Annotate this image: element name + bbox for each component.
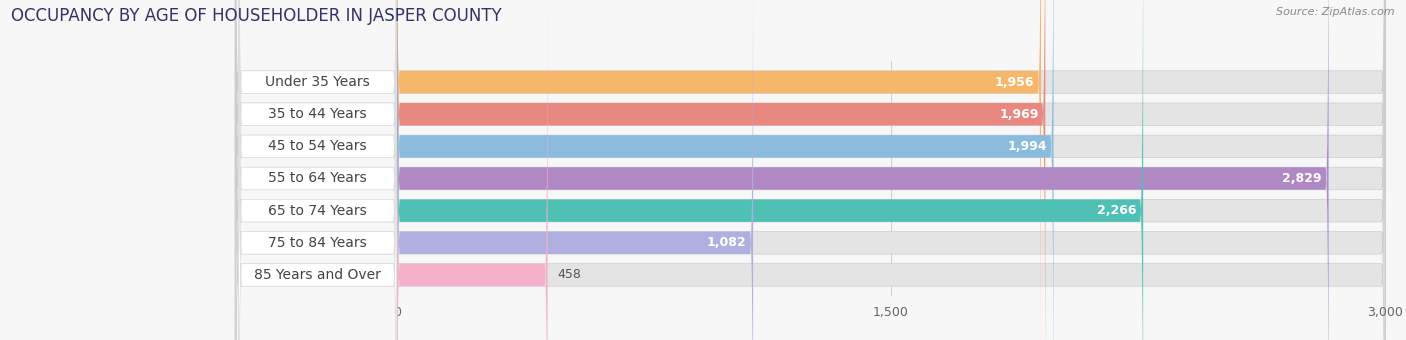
Text: Under 35 Years: Under 35 Years — [266, 75, 370, 89]
Text: 65 to 74 Years: 65 to 74 Years — [269, 204, 367, 218]
Text: 458: 458 — [557, 268, 581, 282]
Text: 1,994: 1,994 — [1008, 140, 1047, 153]
Text: 75 to 84 Years: 75 to 84 Years — [269, 236, 367, 250]
FancyBboxPatch shape — [396, 0, 1143, 340]
FancyBboxPatch shape — [239, 0, 396, 340]
Text: 1,082: 1,082 — [707, 236, 747, 249]
FancyBboxPatch shape — [239, 0, 396, 340]
FancyBboxPatch shape — [396, 0, 1045, 340]
FancyBboxPatch shape — [235, 0, 1385, 340]
FancyBboxPatch shape — [239, 0, 396, 340]
Text: OCCUPANCY BY AGE OF HOUSEHOLDER IN JASPER COUNTY: OCCUPANCY BY AGE OF HOUSEHOLDER IN JASPE… — [11, 7, 502, 25]
FancyBboxPatch shape — [239, 0, 396, 340]
FancyBboxPatch shape — [235, 0, 1385, 340]
Text: 35 to 44 Years: 35 to 44 Years — [269, 107, 367, 121]
FancyBboxPatch shape — [239, 0, 396, 340]
FancyBboxPatch shape — [396, 0, 1053, 340]
Text: 85 Years and Over: 85 Years and Over — [254, 268, 381, 282]
FancyBboxPatch shape — [235, 0, 1385, 340]
Text: 45 to 54 Years: 45 to 54 Years — [269, 139, 367, 153]
Text: 55 to 64 Years: 55 to 64 Years — [269, 171, 367, 186]
FancyBboxPatch shape — [235, 0, 1385, 340]
Text: 1,956: 1,956 — [995, 75, 1035, 89]
FancyBboxPatch shape — [396, 0, 754, 340]
FancyBboxPatch shape — [396, 0, 1040, 340]
FancyBboxPatch shape — [235, 0, 1385, 340]
FancyBboxPatch shape — [396, 0, 547, 340]
FancyBboxPatch shape — [239, 0, 396, 340]
Text: Source: ZipAtlas.com: Source: ZipAtlas.com — [1277, 7, 1395, 17]
FancyBboxPatch shape — [235, 0, 1385, 340]
Text: 2,266: 2,266 — [1097, 204, 1136, 217]
FancyBboxPatch shape — [239, 0, 396, 340]
FancyBboxPatch shape — [396, 0, 1329, 340]
FancyBboxPatch shape — [235, 0, 1385, 340]
Text: 1,969: 1,969 — [1000, 108, 1039, 121]
Text: 2,829: 2,829 — [1282, 172, 1322, 185]
